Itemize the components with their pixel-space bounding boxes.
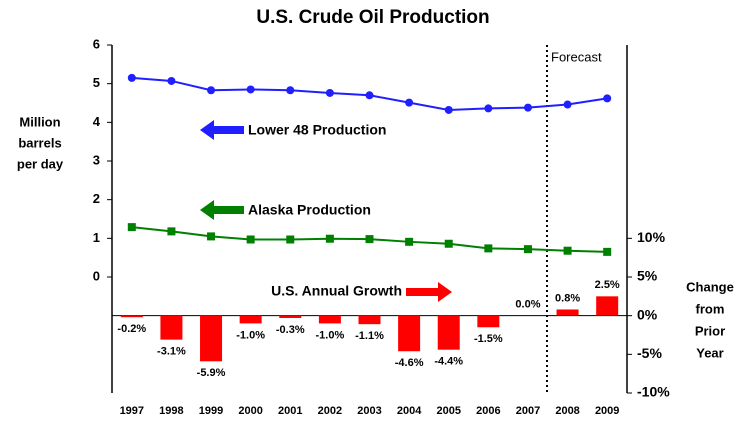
point [405, 237, 414, 246]
y2-axis-label: Year [696, 345, 723, 360]
data-label: -0.2% [117, 323, 146, 335]
chart-title: U.S. Crude Oil Production [256, 7, 489, 28]
data-label: -1.5% [474, 333, 503, 345]
x-tick-label: 2005 [436, 405, 460, 417]
x-tick-label: 1999 [199, 405, 223, 417]
x-tick-label: 2004 [397, 405, 422, 417]
x-tick-label: 2002 [318, 405, 342, 417]
point [246, 85, 255, 94]
annotation: U.S. Annual Growth [271, 283, 402, 299]
y-tick-label: 5 [93, 75, 100, 90]
bar [318, 315, 341, 324]
point [207, 86, 216, 95]
bar [398, 315, 421, 352]
y2-tick-label: -5% [637, 345, 662, 361]
data-label: -5.9% [197, 367, 226, 379]
y-tick-label: 0 [93, 268, 100, 283]
point [563, 100, 572, 109]
data-label: 0.8% [555, 292, 580, 304]
point [365, 91, 374, 100]
point [444, 105, 453, 114]
y-tick-label: 2 [93, 191, 100, 206]
annotation: Alaska Production [248, 202, 371, 218]
point [127, 223, 136, 232]
y-tick-label: 6 [93, 36, 100, 51]
data-label: -4.6% [395, 357, 424, 369]
data-label: -3.1% [157, 346, 186, 358]
x-tick-label: 1997 [120, 405, 144, 417]
data-label: -1.1% [355, 330, 384, 342]
bar [200, 315, 223, 362]
point [325, 88, 334, 97]
x-tick-label: 2000 [238, 405, 262, 417]
point [246, 235, 255, 244]
bar [437, 315, 460, 350]
point [207, 232, 216, 241]
x-tick-label: 2006 [476, 405, 500, 417]
y-tick-label: 4 [93, 114, 101, 129]
data-label: -1.0% [236, 329, 265, 341]
point [563, 246, 572, 255]
point [286, 235, 295, 244]
y-axis-label: per day [17, 156, 64, 171]
arrow [200, 200, 244, 220]
bar [596, 296, 619, 316]
data-label: 0.0% [515, 299, 540, 311]
x-tick-label: 1998 [159, 405, 183, 417]
bar [358, 315, 381, 325]
y2-tick-label: 10% [637, 229, 666, 245]
data-label: 2.5% [595, 279, 620, 291]
bar [279, 315, 302, 318]
point [444, 239, 453, 248]
bar [556, 309, 579, 316]
y2-axis-label: from [696, 301, 725, 316]
y-axis-label: Million [19, 114, 60, 129]
x-tick-label: 2003 [357, 405, 381, 417]
point [325, 234, 334, 243]
point [167, 227, 176, 236]
bar [160, 315, 183, 340]
y-tick-label: 3 [93, 152, 100, 167]
point [286, 86, 295, 95]
y2-tick-label: -10% [637, 384, 670, 400]
arrow [406, 282, 452, 302]
data-label: -4.4% [434, 356, 463, 368]
point [523, 245, 532, 254]
bar [477, 315, 500, 328]
x-tick-label: 2008 [555, 405, 579, 417]
point [484, 244, 493, 253]
annotation: Lower 48 Production [248, 122, 386, 138]
y2-tick-label: 0% [637, 306, 658, 322]
data-label: -1.0% [316, 329, 345, 341]
point [603, 247, 612, 256]
y2-axis-label: Prior [695, 323, 725, 338]
point [127, 73, 136, 82]
y-tick-label: 1 [93, 230, 100, 245]
bar [120, 315, 143, 318]
point [365, 235, 374, 244]
annotation: Forecast [551, 49, 602, 64]
point [523, 103, 532, 112]
y2-axis-label: Change [686, 279, 734, 294]
x-tick-label: 2007 [516, 405, 540, 417]
bar [239, 315, 262, 324]
point [484, 104, 493, 113]
arrow [200, 120, 244, 140]
y-axis-label: barrels [18, 135, 61, 150]
point [167, 76, 176, 85]
x-tick-label: 2009 [595, 405, 619, 417]
point [405, 98, 414, 107]
y2-tick-label: 5% [637, 268, 658, 284]
data-label: -0.3% [276, 324, 305, 336]
x-tick-label: 2001 [278, 405, 302, 417]
point [603, 94, 612, 103]
